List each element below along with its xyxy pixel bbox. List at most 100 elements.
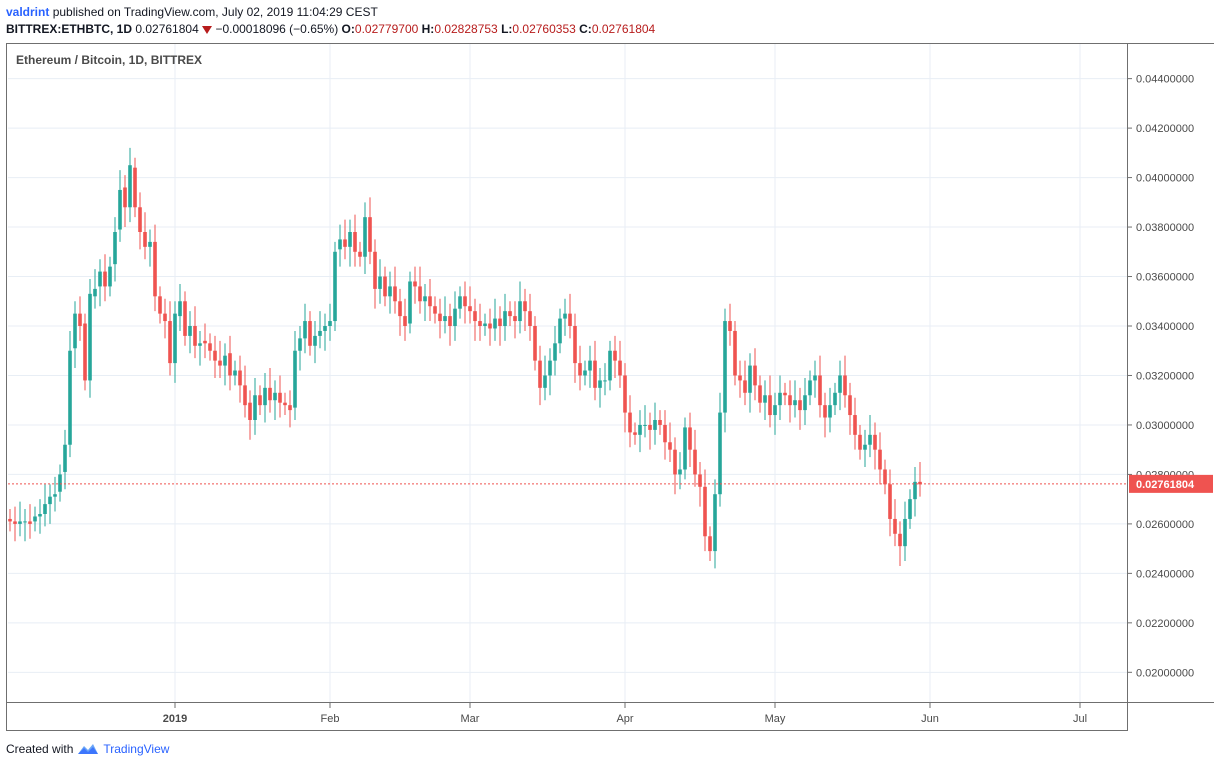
candle-body bbox=[323, 326, 327, 331]
y-tick-label: 0.03800000 bbox=[1136, 222, 1194, 234]
candle-body bbox=[643, 424, 647, 426]
candle-body bbox=[103, 271, 107, 287]
candle-body bbox=[483, 323, 487, 326]
candle-body bbox=[303, 321, 307, 339]
candle-body bbox=[728, 321, 732, 331]
candle-body bbox=[878, 449, 882, 470]
candle-body bbox=[273, 392, 277, 401]
candle-body bbox=[433, 306, 437, 314]
candle-body bbox=[148, 241, 152, 247]
candle-body bbox=[793, 400, 797, 406]
candle-body bbox=[698, 474, 702, 487]
candle-body bbox=[478, 321, 482, 326]
candle-body bbox=[463, 296, 467, 307]
candle-body bbox=[803, 395, 807, 411]
candle-body bbox=[603, 380, 607, 382]
candle-body bbox=[748, 365, 752, 393]
high-label: H: bbox=[421, 22, 435, 36]
candle-body bbox=[333, 251, 337, 322]
candle-body bbox=[33, 516, 37, 522]
y-tick-label: 0.03200000 bbox=[1136, 370, 1194, 382]
tradingview-brand[interactable]: TradingView bbox=[103, 742, 170, 756]
candle-body bbox=[833, 392, 837, 406]
candle-body bbox=[583, 370, 587, 376]
candle-body bbox=[723, 321, 727, 413]
candle-body bbox=[13, 521, 17, 524]
candle-body bbox=[443, 316, 447, 322]
candle-body bbox=[93, 288, 97, 297]
candle-body bbox=[838, 375, 842, 393]
candle-body bbox=[108, 266, 112, 287]
candle-body bbox=[373, 251, 377, 289]
candle-body bbox=[688, 427, 692, 450]
published-text: published on TradingView.com, July 02, 2… bbox=[52, 5, 378, 19]
y-tick-label: 0.02000000 bbox=[1136, 667, 1194, 679]
candle-body bbox=[868, 434, 872, 445]
x-tick-label: Mar bbox=[461, 713, 480, 725]
candle-body bbox=[903, 518, 907, 547]
candle-body bbox=[598, 380, 602, 388]
candle-body bbox=[88, 293, 92, 381]
candle-body bbox=[328, 321, 332, 326]
candle-body bbox=[523, 301, 527, 312]
candle-body bbox=[418, 286, 422, 302]
candle-body bbox=[658, 420, 662, 425]
candle-body bbox=[28, 521, 32, 524]
candle-body bbox=[288, 405, 292, 411]
candle-body bbox=[263, 387, 267, 406]
candle-body bbox=[678, 469, 682, 475]
candle-body bbox=[398, 301, 402, 317]
candle-body bbox=[233, 370, 237, 376]
candle-body bbox=[783, 392, 787, 396]
x-tick-label: Feb bbox=[321, 713, 340, 725]
candle-body bbox=[213, 350, 217, 361]
candle-body bbox=[708, 536, 712, 552]
close-value: 0.02761804 bbox=[591, 22, 656, 36]
candle-body bbox=[168, 321, 172, 364]
last-price: 0.02761804 bbox=[135, 22, 199, 36]
candle-body bbox=[358, 251, 362, 257]
candle-body bbox=[343, 239, 347, 247]
candle-body bbox=[618, 360, 622, 376]
candle-body bbox=[438, 313, 442, 322]
candle-body bbox=[338, 239, 342, 250]
candle-body bbox=[548, 360, 552, 376]
candle-body bbox=[388, 286, 392, 297]
candle-body bbox=[43, 504, 47, 514]
y-tick-label: 0.04400000 bbox=[1136, 74, 1194, 86]
candle-body bbox=[393, 286, 397, 302]
candle-body bbox=[568, 313, 572, 326]
candle-body bbox=[913, 481, 917, 500]
candle-body bbox=[178, 301, 182, 317]
candle-body bbox=[893, 518, 897, 534]
candle-body bbox=[298, 338, 302, 351]
candle-body bbox=[528, 311, 532, 326]
candle-body bbox=[78, 313, 82, 326]
candle-body bbox=[553, 343, 557, 361]
author-name[interactable]: valdrint bbox=[6, 5, 50, 19]
candle-body bbox=[738, 375, 742, 381]
chart-title: Ethereum / Bitcoin, 1D, BITTREX bbox=[16, 53, 203, 67]
candle-body bbox=[768, 395, 772, 416]
candle-body bbox=[83, 323, 87, 381]
last-price-label: 0.02761804 bbox=[1136, 479, 1195, 491]
time-axis[interactable] bbox=[6, 703, 1128, 731]
candle-body bbox=[318, 330, 322, 336]
chart-pane[interactable] bbox=[6, 43, 1128, 703]
created-with-text: Created with bbox=[6, 742, 74, 756]
candle-body bbox=[173, 313, 177, 364]
y-tick-label: 0.04200000 bbox=[1136, 123, 1194, 135]
candle-body bbox=[588, 360, 592, 371]
candle-body bbox=[348, 232, 352, 247]
candle-body bbox=[253, 395, 257, 420]
x-tick-label: Jul bbox=[1073, 713, 1087, 725]
candle-body bbox=[813, 375, 817, 381]
down-arrow-icon bbox=[202, 25, 213, 34]
candle-body bbox=[203, 340, 207, 344]
candle-body bbox=[873, 434, 877, 450]
candle-body bbox=[633, 432, 637, 435]
price-axis[interactable] bbox=[1128, 43, 1214, 703]
candle-body bbox=[683, 427, 687, 470]
candle-body bbox=[843, 375, 847, 396]
candle-body bbox=[308, 321, 312, 346]
